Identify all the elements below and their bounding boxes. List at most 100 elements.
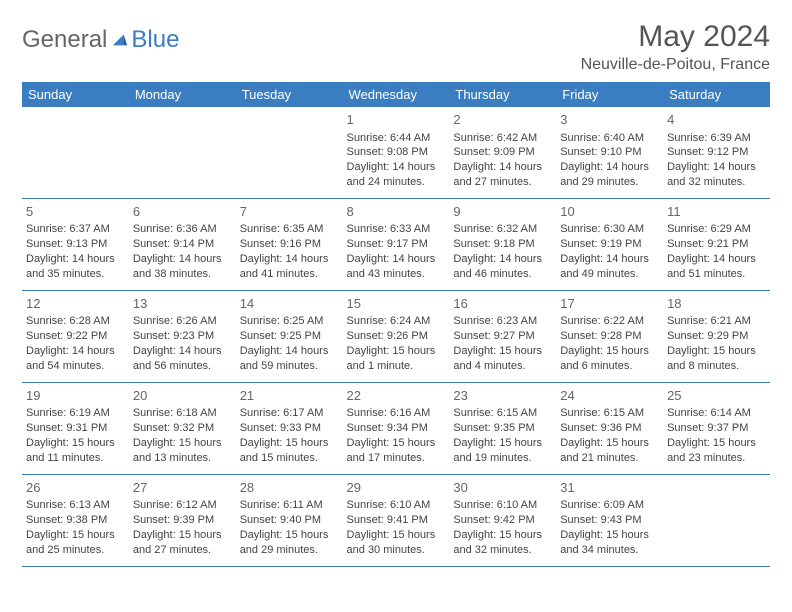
- daylight-line: Daylight: 14 hours and 32 minutes.: [667, 160, 766, 190]
- calendar-day-cell: 16Sunrise: 6:23 AMSunset: 9:27 PMDayligh…: [449, 290, 556, 382]
- sunset-line: Sunset: 9:31 PM: [26, 421, 125, 436]
- logo-text-1: General: [22, 26, 107, 54]
- sunrise-line: Sunrise: 6:10 AM: [347, 498, 446, 513]
- daylight-line: Daylight: 15 hours and 11 minutes.: [26, 436, 125, 466]
- day-number: 18: [667, 295, 766, 313]
- daylight-line: Daylight: 14 hours and 35 minutes.: [26, 252, 125, 282]
- sunrise-line: Sunrise: 6:32 AM: [453, 222, 552, 237]
- daylight-line: Daylight: 15 hours and 17 minutes.: [347, 436, 446, 466]
- logo-triangle-icon: [111, 31, 129, 49]
- sunrise-line: Sunrise: 6:13 AM: [26, 498, 125, 513]
- day-number: 7: [240, 203, 339, 221]
- sunrise-line: Sunrise: 6:11 AM: [240, 498, 339, 513]
- day-number: 6: [133, 203, 232, 221]
- sunset-line: Sunset: 9:28 PM: [560, 329, 659, 344]
- day-number: 19: [26, 387, 125, 405]
- sunrise-line: Sunrise: 6:24 AM: [347, 314, 446, 329]
- sunset-line: Sunset: 9:34 PM: [347, 421, 446, 436]
- sunset-line: Sunset: 9:38 PM: [26, 513, 125, 528]
- day-number: 29: [347, 479, 446, 497]
- calendar-day-cell: 22Sunrise: 6:16 AMSunset: 9:34 PMDayligh…: [343, 382, 450, 474]
- daylight-line: Daylight: 14 hours and 56 minutes.: [133, 344, 232, 374]
- daylight-line: Daylight: 14 hours and 41 minutes.: [240, 252, 339, 282]
- calendar-day-cell: 2Sunrise: 6:42 AMSunset: 9:09 PMDaylight…: [449, 107, 556, 198]
- calendar-day-cell: 9Sunrise: 6:32 AMSunset: 9:18 PMDaylight…: [449, 198, 556, 290]
- calendar-day-cell: 28Sunrise: 6:11 AMSunset: 9:40 PMDayligh…: [236, 474, 343, 566]
- sunset-line: Sunset: 9:36 PM: [560, 421, 659, 436]
- sunset-line: Sunset: 9:21 PM: [667, 237, 766, 252]
- sunrise-line: Sunrise: 6:44 AM: [347, 131, 446, 146]
- day-number: 28: [240, 479, 339, 497]
- sunset-line: Sunset: 9:22 PM: [26, 329, 125, 344]
- sunrise-line: Sunrise: 6:37 AM: [26, 222, 125, 237]
- day-number: 22: [347, 387, 446, 405]
- sunset-line: Sunset: 9:19 PM: [560, 237, 659, 252]
- day-number: 3: [560, 111, 659, 129]
- daylight-line: Daylight: 14 hours and 54 minutes.: [26, 344, 125, 374]
- calendar-day-cell: 6Sunrise: 6:36 AMSunset: 9:14 PMDaylight…: [129, 198, 236, 290]
- sunrise-line: Sunrise: 6:17 AM: [240, 406, 339, 421]
- calendar-day-cell: [236, 107, 343, 198]
- header-row: General Blue May 2024 Neuville-de-Poitou…: [22, 20, 770, 74]
- sunset-line: Sunset: 9:29 PM: [667, 329, 766, 344]
- day-number: 14: [240, 295, 339, 313]
- weekday-header: Sunday: [22, 82, 129, 107]
- calendar-day-cell: 20Sunrise: 6:18 AMSunset: 9:32 PMDayligh…: [129, 382, 236, 474]
- calendar-day-cell: 7Sunrise: 6:35 AMSunset: 9:16 PMDaylight…: [236, 198, 343, 290]
- calendar-day-cell: 23Sunrise: 6:15 AMSunset: 9:35 PMDayligh…: [449, 382, 556, 474]
- daylight-line: Daylight: 15 hours and 6 minutes.: [560, 344, 659, 374]
- calendar-day-cell: 3Sunrise: 6:40 AMSunset: 9:10 PMDaylight…: [556, 107, 663, 198]
- sunrise-line: Sunrise: 6:33 AM: [347, 222, 446, 237]
- sunset-line: Sunset: 9:37 PM: [667, 421, 766, 436]
- month-title: May 2024: [581, 20, 770, 54]
- calendar-day-cell: 26Sunrise: 6:13 AMSunset: 9:38 PMDayligh…: [22, 474, 129, 566]
- day-number: 25: [667, 387, 766, 405]
- calendar-day-cell: 30Sunrise: 6:10 AMSunset: 9:42 PMDayligh…: [449, 474, 556, 566]
- daylight-line: Daylight: 14 hours and 29 minutes.: [560, 160, 659, 190]
- calendar-day-cell: 1Sunrise: 6:44 AMSunset: 9:08 PMDaylight…: [343, 107, 450, 198]
- day-number: 23: [453, 387, 552, 405]
- calendar-day-cell: [129, 107, 236, 198]
- day-number: 26: [26, 479, 125, 497]
- calendar-day-cell: 27Sunrise: 6:12 AMSunset: 9:39 PMDayligh…: [129, 474, 236, 566]
- daylight-line: Daylight: 15 hours and 34 minutes.: [560, 528, 659, 558]
- title-block: May 2024 Neuville-de-Poitou, France: [581, 20, 770, 74]
- calendar-day-cell: 13Sunrise: 6:26 AMSunset: 9:23 PMDayligh…: [129, 290, 236, 382]
- daylight-line: Daylight: 14 hours and 51 minutes.: [667, 252, 766, 282]
- sunrise-line: Sunrise: 6:10 AM: [453, 498, 552, 513]
- sunrise-line: Sunrise: 6:22 AM: [560, 314, 659, 329]
- calendar-day-cell: 14Sunrise: 6:25 AMSunset: 9:25 PMDayligh…: [236, 290, 343, 382]
- day-number: 10: [560, 203, 659, 221]
- daylight-line: Daylight: 15 hours and 23 minutes.: [667, 436, 766, 466]
- sunset-line: Sunset: 9:16 PM: [240, 237, 339, 252]
- daylight-line: Daylight: 15 hours and 15 minutes.: [240, 436, 339, 466]
- calendar-day-cell: 18Sunrise: 6:21 AMSunset: 9:29 PMDayligh…: [663, 290, 770, 382]
- daylight-line: Daylight: 14 hours and 24 minutes.: [347, 160, 446, 190]
- daylight-line: Daylight: 14 hours and 46 minutes.: [453, 252, 552, 282]
- day-number: 30: [453, 479, 552, 497]
- daylight-line: Daylight: 15 hours and 30 minutes.: [347, 528, 446, 558]
- sunset-line: Sunset: 9:18 PM: [453, 237, 552, 252]
- sunrise-line: Sunrise: 6:16 AM: [347, 406, 446, 421]
- daylight-line: Daylight: 15 hours and 19 minutes.: [453, 436, 552, 466]
- sunset-line: Sunset: 9:23 PM: [133, 329, 232, 344]
- weekday-header: Friday: [556, 82, 663, 107]
- calendar-day-cell: 24Sunrise: 6:15 AMSunset: 9:36 PMDayligh…: [556, 382, 663, 474]
- daylight-line: Daylight: 14 hours and 59 minutes.: [240, 344, 339, 374]
- calendar-day-cell: 19Sunrise: 6:19 AMSunset: 9:31 PMDayligh…: [22, 382, 129, 474]
- sunset-line: Sunset: 9:32 PM: [133, 421, 232, 436]
- sunset-line: Sunset: 9:33 PM: [240, 421, 339, 436]
- calendar-day-cell: 29Sunrise: 6:10 AMSunset: 9:41 PMDayligh…: [343, 474, 450, 566]
- calendar-week-row: 19Sunrise: 6:19 AMSunset: 9:31 PMDayligh…: [22, 382, 770, 474]
- sunset-line: Sunset: 9:26 PM: [347, 329, 446, 344]
- day-number: 2: [453, 111, 552, 129]
- calendar-day-cell: 10Sunrise: 6:30 AMSunset: 9:19 PMDayligh…: [556, 198, 663, 290]
- sunset-line: Sunset: 9:42 PM: [453, 513, 552, 528]
- sunset-line: Sunset: 9:13 PM: [26, 237, 125, 252]
- sunrise-line: Sunrise: 6:14 AM: [667, 406, 766, 421]
- sunset-line: Sunset: 9:17 PM: [347, 237, 446, 252]
- day-number: 31: [560, 479, 659, 497]
- daylight-line: Daylight: 15 hours and 8 minutes.: [667, 344, 766, 374]
- daylight-line: Daylight: 14 hours and 43 minutes.: [347, 252, 446, 282]
- calendar-table: SundayMondayTuesdayWednesdayThursdayFrid…: [22, 82, 770, 567]
